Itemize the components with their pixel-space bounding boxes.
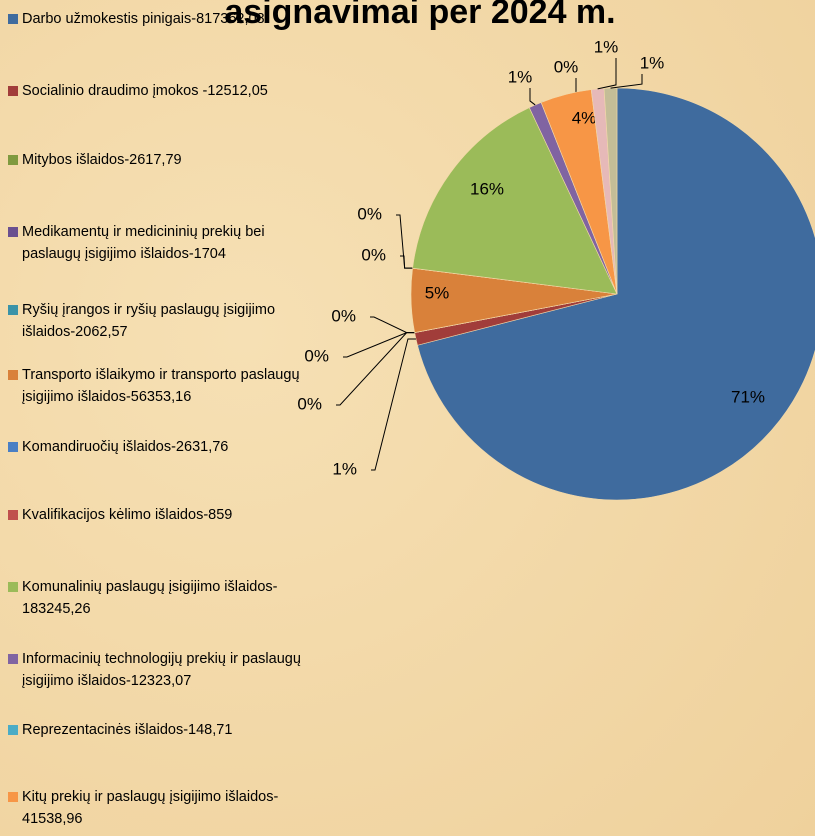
leader-line <box>610 74 643 89</box>
legend-label: Kitų prekių ir paslaugų įsigijimo išlaid… <box>22 789 279 827</box>
pie-slice <box>417 87 815 501</box>
leader-line <box>371 338 416 471</box>
data-label: 1% <box>594 37 619 56</box>
legend-item: Darbo užmokestis pinigais-817362,08 <box>8 8 308 30</box>
legend-label: Informacinių technologijų prekių ir pasl… <box>22 651 301 689</box>
legend-item: Kitų prekių ir paslaugų įsigijimo išlaid… <box>8 786 308 830</box>
data-label: 0% <box>554 57 579 76</box>
legend-item: Socialinio draudimo įmokos -12512,05 <box>8 80 308 102</box>
data-label: 71% <box>731 387 765 406</box>
legend-item: Komandiruočių išlaidos-2631,76 <box>8 436 308 458</box>
data-label: 1% <box>332 459 357 478</box>
leader-line <box>336 332 415 406</box>
leader-line <box>370 316 415 334</box>
legend-label: Reprezentacinės išlaidos-148,71 <box>22 722 233 738</box>
legend-item: Transporto išlaikymo ir transporto pasla… <box>8 364 308 408</box>
legend-swatch <box>8 370 18 380</box>
data-label: 0% <box>331 306 356 325</box>
legend-label: Darbo užmokestis pinigais-817362,08 <box>22 11 265 27</box>
legend-swatch <box>8 14 18 24</box>
data-label: 0% <box>361 245 386 264</box>
data-label: 1% <box>640 53 665 72</box>
legend-label: Socialinio draudimo įmokos -12512,05 <box>22 83 268 99</box>
legend-swatch <box>8 725 18 735</box>
legend-item: Komunalinių paslaugų įsigijimo išlaidos-… <box>8 576 308 620</box>
pie-slice <box>412 107 618 295</box>
legend-swatch <box>8 510 18 520</box>
legend-swatch <box>8 86 18 96</box>
legend-label: Komandiruočių išlaidos-2631,76 <box>22 439 229 455</box>
leader-line <box>597 58 617 90</box>
legend-label: Komunalinių paslaugų įsigijimo išlaidos-… <box>22 579 278 617</box>
legend-item: Ryšių įrangos ir ryšių paslaugų įsigijim… <box>8 299 308 343</box>
pie-slice <box>603 87 618 295</box>
chart-title: asignavimai per 2024 m. <box>224 0 615 31</box>
leader-line <box>400 255 413 269</box>
legend-swatch <box>8 155 18 165</box>
legend-label: Kvalifikacijos kėlimo išlaidos-859 <box>22 507 233 523</box>
leader-line <box>396 214 413 269</box>
data-label: 0% <box>297 394 322 413</box>
data-label: 0% <box>357 204 382 223</box>
leader-line <box>529 88 536 106</box>
data-label: 16% <box>470 179 504 198</box>
legend-swatch <box>8 305 18 315</box>
legend-item: Medikamentų ir medicininių prekių bei pa… <box>8 221 308 265</box>
legend-swatch <box>8 792 18 802</box>
data-label: 4% <box>572 108 597 127</box>
legend-label: Ryšių įrangos ir ryšių paslaugų įsigijim… <box>22 302 276 340</box>
legend-label: Transporto išlaikymo ir transporto pasla… <box>22 367 300 405</box>
legend-label: Mitybos išlaidos-2617,79 <box>22 152 182 168</box>
legend-item: Mitybos išlaidos-2617,79 <box>8 149 308 171</box>
legend-item: Reprezentacinės išlaidos-148,71 <box>8 719 308 741</box>
data-label: 0% <box>304 346 329 365</box>
legend-item: Kvalifikacijos kėlimo išlaidos-859 <box>8 504 308 526</box>
legend-swatch <box>8 227 18 237</box>
data-label: 1% <box>508 67 533 86</box>
legend-swatch <box>8 654 18 664</box>
data-label: 5% <box>425 283 450 302</box>
legend-label: Medikamentų ir medicininių prekių bei pa… <box>22 224 265 262</box>
legend-item: Informacinių technologijų prekių ir pasl… <box>8 648 308 692</box>
legend-swatch <box>8 442 18 452</box>
legend-swatch <box>8 582 18 592</box>
